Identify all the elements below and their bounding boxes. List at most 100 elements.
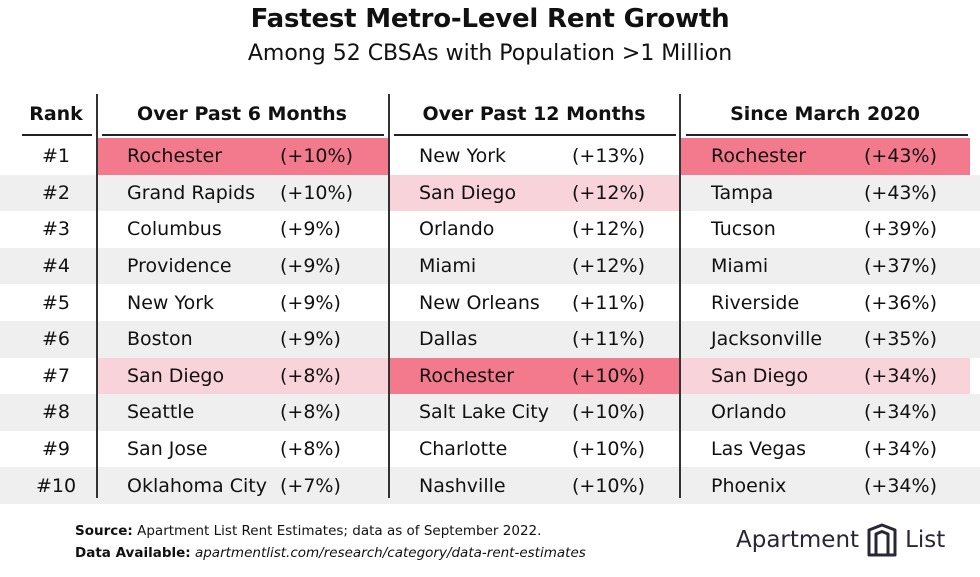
metro-name: San Diego bbox=[127, 364, 225, 387]
metro-name: Miami bbox=[711, 255, 769, 278]
growth-percent: (+9%) bbox=[280, 218, 341, 241]
metro-cell: Las Vegas (+34%) bbox=[681, 431, 970, 468]
metro-cell: Nashville (+10%) bbox=[389, 467, 679, 504]
column-divider-1 bbox=[96, 94, 98, 498]
metro-cell: Charlotte (+10%) bbox=[389, 431, 679, 468]
metro-cell: Columbus (+9%) bbox=[97, 211, 388, 248]
metro-cell: Jacksonville (+35%) bbox=[681, 321, 970, 358]
metro-name: Nashville bbox=[419, 474, 506, 497]
metro-cell: Grand Rapids (+10%) bbox=[97, 175, 388, 212]
column-divider-3 bbox=[679, 94, 681, 498]
rent-growth-table: Rank Over Past 6 Months Over Past 12 Mon… bbox=[0, 94, 980, 504]
rank-cell: #10 bbox=[35, 474, 77, 497]
metro-cell: Seattle (+8%) bbox=[97, 394, 388, 431]
metro-name: Tampa bbox=[711, 181, 774, 204]
metro-cell: New York (+13%) bbox=[389, 138, 679, 175]
table-row: #2 Grand Rapids (+10%) San Diego (+12%) Tampa… bbox=[0, 174, 980, 212]
growth-percent: (+36%) bbox=[864, 291, 937, 314]
metro-cell: Boston (+9%) bbox=[97, 321, 388, 358]
metro-name: Las Vegas bbox=[711, 438, 806, 461]
metro-cell: San Diego (+12%) bbox=[389, 174, 679, 212]
metro-cell: Dallas (+11%) bbox=[389, 321, 679, 358]
data-available-link[interactable]: apartmentlist.com/research/category/data… bbox=[194, 545, 586, 561]
header-6-months: Over Past 6 Months bbox=[137, 103, 347, 125]
growth-percent: (+10%) bbox=[572, 474, 645, 497]
metro-cell: Providence (+9%) bbox=[97, 248, 388, 285]
metro-name: Boston bbox=[127, 328, 193, 351]
growth-percent: (+8%) bbox=[280, 401, 341, 424]
growth-percent: (+11%) bbox=[572, 328, 645, 351]
growth-percent: (+34%) bbox=[864, 438, 937, 461]
header-12-months: Over Past 12 Months bbox=[422, 103, 646, 125]
logo-word-list: List bbox=[905, 527, 946, 553]
growth-percent: (+12%) bbox=[572, 181, 645, 204]
growth-percent: (+10%) bbox=[280, 181, 353, 204]
metro-name: Orlando bbox=[419, 218, 495, 241]
growth-percent: (+10%) bbox=[572, 364, 645, 387]
table-row: #4 Providence (+9%) Miami (+12%) Miami (+37%) bbox=[0, 247, 980, 285]
metro-name: Seattle bbox=[127, 401, 195, 424]
table-row: #8 Seattle (+8%) Salt Lake City (+10%) Orland… bbox=[0, 394, 980, 431]
growth-percent: (+37%) bbox=[864, 255, 937, 278]
metro-name: New York bbox=[419, 145, 507, 168]
metro-name: Oklahoma City bbox=[127, 474, 267, 497]
metro-name: Grand Rapids bbox=[127, 181, 256, 204]
growth-percent: (+10%) bbox=[280, 145, 353, 168]
data-available-note: Data Available: apartmentlist.com/resear… bbox=[75, 545, 586, 561]
logo-word-apartment: Apartment bbox=[736, 527, 860, 553]
growth-percent: (+9%) bbox=[280, 255, 341, 278]
header-rank: Rank bbox=[29, 103, 83, 125]
metro-name: Salt Lake City bbox=[419, 401, 549, 424]
metro-name: New York bbox=[127, 291, 215, 314]
metro-name: San Jose bbox=[127, 438, 208, 461]
metro-cell: New York (+9%) bbox=[97, 284, 388, 321]
growth-percent: (+9%) bbox=[280, 291, 341, 314]
column-divider-2 bbox=[388, 94, 390, 498]
growth-percent: (+34%) bbox=[864, 364, 937, 387]
table-row: #6 Boston (+9%) Dallas (+11%) Jacksonville (+3… bbox=[0, 321, 980, 358]
growth-percent: (+13%) bbox=[572, 145, 645, 168]
metro-cell: Tampa (+43%) bbox=[681, 175, 970, 212]
growth-percent: (+39%) bbox=[864, 218, 937, 241]
metro-cell: Rochester (+43%) bbox=[681, 138, 970, 175]
metro-cell: Salt Lake City (+10%) bbox=[389, 394, 679, 431]
metro-cell: San Diego (+8%) bbox=[97, 357, 388, 395]
metro-cell: Orlando (+34%) bbox=[681, 394, 970, 431]
metro-cell: Tucson (+39%) bbox=[681, 211, 970, 248]
metro-cell: Oklahoma City (+7%) bbox=[97, 467, 388, 504]
table-row: #7 San Diego (+8%) Rochester (+10%) San Diego… bbox=[0, 357, 980, 395]
metro-name: Rochester bbox=[127, 145, 222, 168]
header-rule-6-months bbox=[102, 134, 384, 136]
growth-percent: (+34%) bbox=[864, 401, 937, 424]
metro-name: Riverside bbox=[711, 291, 800, 314]
metro-name: Miami bbox=[419, 255, 477, 278]
table-row: #3 Columbus (+9%) Orlando (+12%) Tucson (+39%) bbox=[0, 211, 980, 248]
rank-cell: #9 bbox=[41, 438, 70, 461]
table-row: #10 Oklahoma City (+7%) Nashville (+10%) Phoe… bbox=[0, 467, 980, 504]
page-title: Fastest Metro-Level Rent Growth bbox=[250, 4, 730, 34]
metro-cell: Rochester (+10%) bbox=[97, 138, 388, 175]
metro-name: Rochester bbox=[419, 364, 514, 387]
metro-name: Providence bbox=[127, 255, 232, 278]
table-row: #9 San Jose (+8%) Charlotte (+10%) Las Vegas (… bbox=[0, 431, 980, 468]
rank-cell: #8 bbox=[41, 401, 70, 424]
metro-name: Tucson bbox=[711, 218, 776, 241]
apartment-list-logo-icon bbox=[867, 523, 897, 557]
header-rule-since-march-2020 bbox=[686, 134, 968, 136]
header-since-march-2020: Since March 2020 bbox=[730, 103, 920, 125]
metro-name: Jacksonville bbox=[711, 328, 823, 351]
table-row: #5 New York (+9%) New Orleans (+11%) Riversid… bbox=[0, 284, 980, 321]
metro-cell: New Orleans (+11%) bbox=[389, 284, 679, 321]
metro-cell: Miami (+12%) bbox=[389, 248, 679, 285]
metro-cell: Phoenix (+34%) bbox=[681, 467, 970, 504]
metro-name: San Diego bbox=[711, 364, 809, 387]
metro-cell: San Jose (+8%) bbox=[97, 431, 388, 468]
growth-percent: (+7%) bbox=[280, 474, 341, 497]
metro-name: Orlando bbox=[711, 401, 787, 424]
metro-name: Columbus bbox=[127, 218, 222, 241]
rank-cell: #4 bbox=[41, 255, 70, 278]
growth-percent: (+43%) bbox=[864, 181, 937, 204]
metro-cell: Riverside (+36%) bbox=[681, 284, 970, 321]
metro-name: Charlotte bbox=[419, 438, 508, 461]
growth-percent: (+34%) bbox=[864, 474, 937, 497]
